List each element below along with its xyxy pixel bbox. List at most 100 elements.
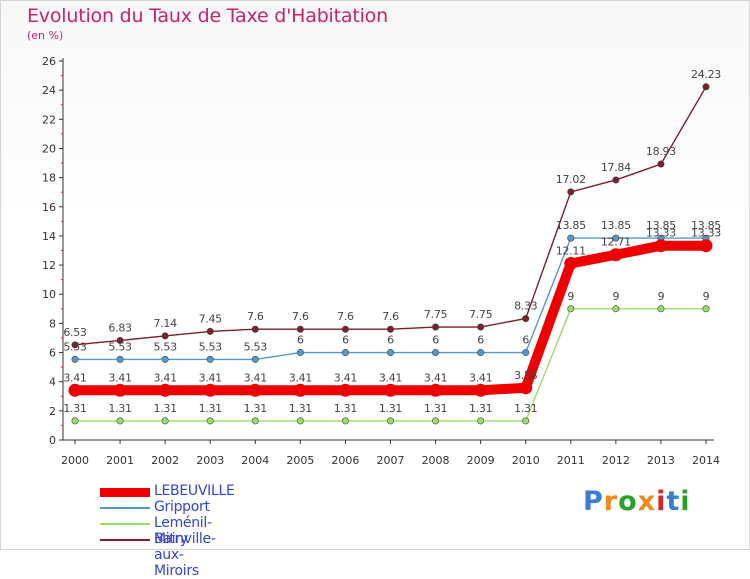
series-point	[341, 349, 349, 357]
legend-label: Gripport	[154, 499, 210, 515]
series-point	[567, 305, 575, 313]
data-label: 9	[613, 290, 620, 303]
series-point	[386, 349, 394, 357]
series-point	[567, 188, 575, 196]
series-point	[522, 315, 530, 323]
x-tick-label: 2013	[647, 454, 675, 467]
series-point	[522, 417, 530, 425]
series-point	[567, 234, 575, 242]
data-label: 1.31	[379, 402, 402, 415]
data-label: 5.53	[153, 340, 177, 353]
data-label: 6	[432, 334, 439, 347]
series-point	[161, 355, 169, 363]
data-label: 1.31	[63, 402, 86, 415]
data-label: 1.31	[289, 402, 312, 415]
series-point	[68, 383, 82, 397]
data-label: 6.53	[63, 326, 87, 339]
series-point	[612, 305, 620, 313]
series-point	[161, 417, 169, 425]
data-label: 5.53	[63, 340, 87, 353]
y-tick-label: 10	[42, 288, 56, 301]
series-point	[386, 325, 394, 333]
data-label: 8.33	[514, 300, 538, 313]
legend-swatch	[100, 523, 150, 525]
series-point	[293, 383, 307, 397]
data-label: 1.31	[469, 402, 492, 415]
data-label: 18.93	[646, 145, 676, 158]
data-label: 3.41	[424, 371, 447, 384]
data-label: 7.6	[382, 310, 399, 323]
chart-title: Evolution du Taux de Taxe d'Habitation	[27, 5, 388, 27]
y-tick-label: 12	[42, 259, 56, 272]
series-point	[477, 323, 485, 331]
data-label: 9	[567, 290, 574, 303]
series-point	[657, 305, 665, 313]
data-label: 7.14	[153, 317, 177, 330]
y-tick-label: 20	[42, 142, 56, 155]
brand-letter: i	[656, 486, 667, 517]
y-tick-label: 6	[49, 347, 56, 360]
y-tick-label: 22	[42, 113, 56, 126]
data-label: 13.33	[646, 227, 676, 240]
series-point	[657, 160, 665, 168]
data-label: 3.41	[469, 371, 492, 384]
series-point	[386, 417, 394, 425]
data-label: 7.6	[292, 310, 309, 323]
series-point	[609, 248, 623, 262]
data-label: 5.53	[108, 340, 132, 353]
data-label: 6	[342, 334, 349, 347]
data-label: 24.23	[691, 68, 721, 81]
series-point	[341, 417, 349, 425]
series-point	[116, 336, 124, 344]
series-point	[432, 349, 440, 357]
data-label: 1.31	[153, 402, 176, 415]
series-point	[612, 234, 620, 242]
x-tick-label: 2005	[286, 454, 314, 467]
data-label: 6	[387, 334, 394, 347]
data-label: 1.31	[424, 402, 447, 415]
series-point	[432, 417, 440, 425]
series-point	[71, 341, 79, 349]
legend-swatch	[100, 488, 150, 497]
y-axis-unit: (en %)	[27, 29, 64, 42]
data-label: 6	[477, 334, 484, 347]
data-label: 17.84	[601, 161, 631, 174]
x-tick-label: 2012	[602, 454, 630, 467]
series-point	[432, 323, 440, 331]
data-label: 9	[703, 290, 710, 303]
data-label: 13.33	[691, 227, 721, 240]
x-tick-label: 2014	[692, 454, 720, 467]
series-point	[206, 417, 214, 425]
series-point	[384, 383, 397, 397]
x-tick-label: 2009	[467, 454, 495, 467]
brand-letter: r	[603, 486, 619, 517]
series-point	[341, 325, 349, 333]
data-label: 9	[658, 290, 665, 303]
y-tick-label: 18	[42, 172, 56, 185]
data-label: 5.53	[199, 340, 223, 353]
brand-letter: t	[666, 486, 681, 517]
series-point	[429, 383, 443, 397]
series-point	[116, 417, 124, 425]
series-point	[522, 349, 530, 357]
series-point	[296, 325, 304, 333]
series-point	[654, 239, 668, 253]
data-label: 6.83	[108, 321, 132, 334]
series-point	[251, 417, 259, 425]
legend-swatch	[100, 507, 150, 509]
series-point	[338, 383, 352, 397]
series-point	[519, 381, 533, 395]
y-tick-label: 4	[49, 376, 56, 389]
data-label: 1.31	[334, 402, 357, 415]
data-label: 1.31	[244, 402, 267, 415]
x-tick-label: 2008	[422, 454, 450, 467]
legend-label: LEBEUVILLE	[154, 483, 235, 499]
series-line	[74, 86, 707, 346]
series-point	[699, 239, 713, 253]
data-label: 13.85	[646, 219, 676, 232]
data-label: 3.41	[63, 371, 86, 384]
y-tick-label: 14	[42, 230, 56, 243]
series-point	[477, 417, 485, 425]
legend-swatch	[100, 539, 150, 541]
